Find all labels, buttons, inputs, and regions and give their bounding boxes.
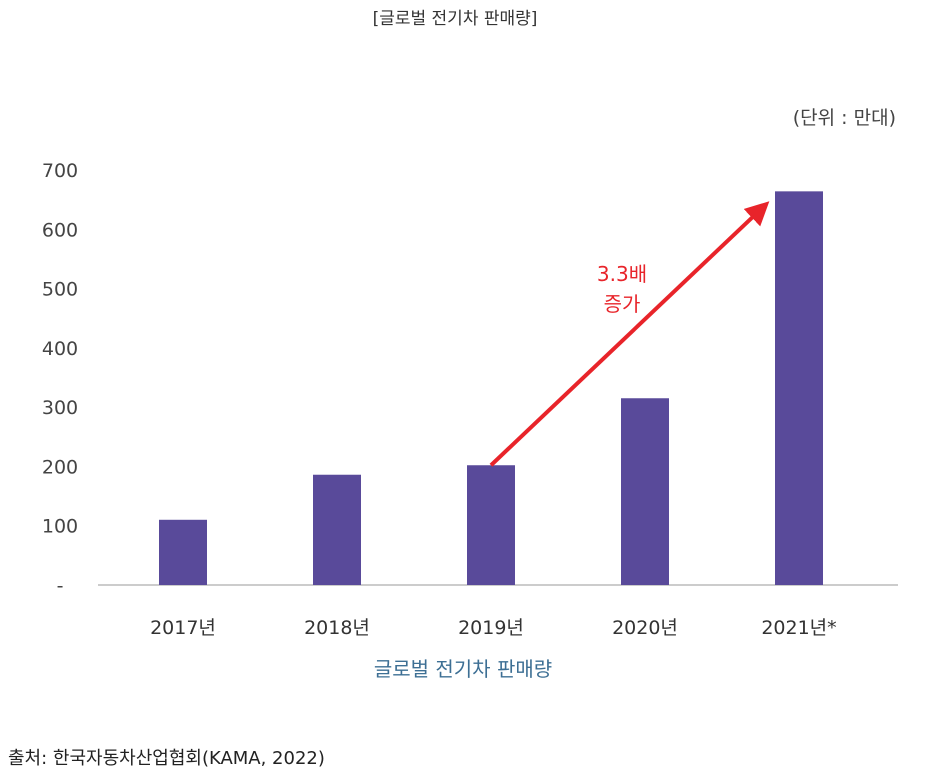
annotation-line1: 3.3배: [597, 262, 647, 286]
y-tick-label: 600: [42, 219, 78, 241]
x-tick-label: 2020년: [612, 617, 678, 639]
x-tick-label: 2021년*: [761, 617, 836, 639]
y-tick-label: 700: [42, 160, 78, 182]
x-tick-label: 2017년: [150, 617, 216, 639]
bar: [313, 474, 361, 585]
source-note: 출처: 한국자동차산업협회(KAMA, 2022): [8, 748, 325, 769]
x-tick-label: 2019년: [458, 617, 524, 639]
annotation-line2: 증가: [604, 292, 641, 316]
bar-series: [159, 191, 823, 586]
y-tick-label: 500: [42, 279, 78, 301]
bar: [467, 465, 515, 585]
bar: [621, 398, 669, 585]
y-tick-label: 300: [42, 397, 78, 419]
y-tick-label: 100: [42, 516, 78, 538]
x-axis: 2017년 2018년 2019년 2020년 2021년*: [150, 617, 837, 639]
bar: [775, 191, 823, 586]
x-tick-label: 2018년: [304, 617, 370, 639]
y-tick-label: -: [57, 575, 64, 597]
chart-title: [글로벌 전기차 판매량]: [373, 9, 538, 29]
y-axis: - 100 200 300 400 500 600 700: [42, 160, 78, 597]
growth-arrow: [489, 201, 770, 467]
y-tick-label: 400: [42, 338, 78, 360]
y-tick-label: 200: [42, 456, 78, 478]
unit-label: (단위 : 만대): [793, 107, 896, 129]
bar: [159, 519, 207, 585]
x-axis-caption: 글로벌 전기차 판매량: [374, 657, 552, 681]
